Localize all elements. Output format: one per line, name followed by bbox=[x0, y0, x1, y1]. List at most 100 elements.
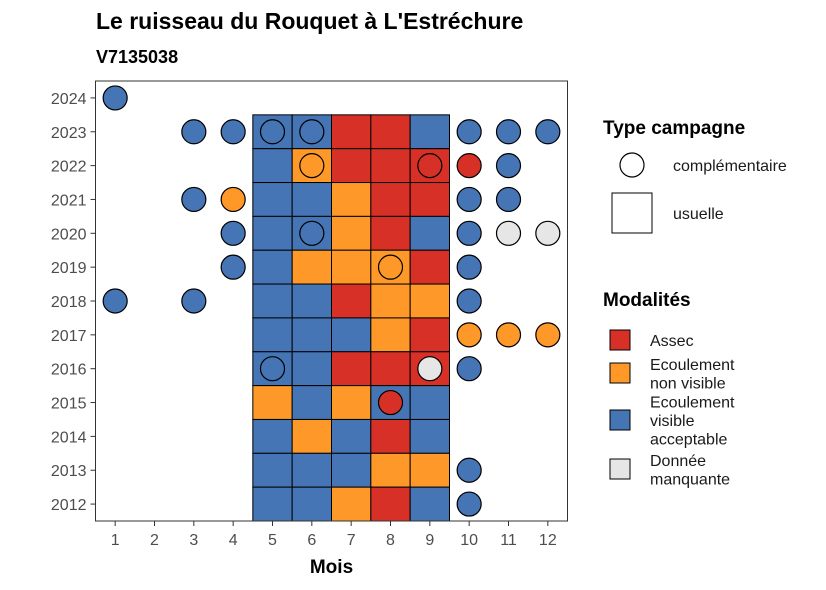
tile-2023-8 bbox=[370, 114, 411, 150]
legend-shape-label-complementaire: complémentaire bbox=[673, 158, 787, 175]
tile-2018-5 bbox=[252, 283, 293, 319]
y-tick-label-2012: 2012 bbox=[51, 497, 87, 514]
point-2023-5 bbox=[259, 119, 286, 145]
legend-fill-label-line: manquante bbox=[650, 471, 730, 488]
point-2021-3 bbox=[181, 186, 207, 213]
tile-2012-5 bbox=[252, 486, 293, 522]
tile-2017-8 bbox=[370, 317, 411, 353]
x-tick-label-11: 11 bbox=[500, 532, 517, 549]
tile-2013-5 bbox=[252, 452, 293, 488]
y-tick-label-2020: 2020 bbox=[51, 226, 87, 243]
tile-2023-7 bbox=[331, 114, 372, 150]
x-tick-label-4: 4 bbox=[229, 532, 238, 549]
tile-2014-9 bbox=[409, 418, 450, 454]
tile-2019-6 bbox=[291, 249, 332, 285]
tile-2021-8 bbox=[370, 182, 411, 217]
tile-2014-6 bbox=[291, 418, 332, 454]
tile-2014-7 bbox=[331, 418, 372, 454]
point-2022-9 bbox=[417, 153, 443, 179]
x-tick-label-2: 2 bbox=[150, 532, 159, 549]
x-tick-label-5: 5 bbox=[268, 532, 277, 549]
chart-title: Le ruisseau du Rouquet à L'Estréchure bbox=[96, 8, 523, 34]
legend-shape-complementaire bbox=[619, 152, 645, 178]
chart-subtitle: V7135038 bbox=[96, 47, 178, 67]
tile-2020-5 bbox=[252, 215, 293, 251]
point-2018-10 bbox=[456, 288, 482, 314]
legend-fill-label-line: visible bbox=[650, 413, 695, 430]
tile-2015-9 bbox=[409, 385, 450, 420]
point-2024-1 bbox=[102, 85, 128, 111]
tile-2019-9 bbox=[409, 249, 450, 285]
point-2017-11 bbox=[495, 322, 522, 348]
point-2012-10 bbox=[456, 491, 482, 517]
point-2018-1 bbox=[102, 288, 128, 314]
tile-2023-9 bbox=[409, 114, 450, 150]
tile-2014-8 bbox=[370, 418, 411, 454]
point-2022-10 bbox=[456, 153, 482, 179]
tile-2017-6 bbox=[291, 317, 332, 353]
tile-2019-5 bbox=[252, 249, 293, 285]
tile-2021-9 bbox=[409, 182, 450, 217]
tile-2014-5 bbox=[252, 418, 293, 454]
tile-2012-6 bbox=[291, 486, 332, 522]
tile-2015-7 bbox=[331, 385, 372, 420]
y-tick-label-2015: 2015 bbox=[51, 396, 87, 413]
tile-2022-7 bbox=[331, 148, 372, 184]
legend-shape-label-usuelle: usuelle bbox=[673, 206, 724, 223]
point-2023-11 bbox=[495, 119, 522, 145]
x-tick-label-1: 1 bbox=[111, 532, 120, 549]
legend-swatch-assec bbox=[609, 329, 631, 351]
point-2015-8 bbox=[377, 389, 404, 416]
tile-2013-6 bbox=[291, 452, 332, 488]
tile-2016-7 bbox=[331, 351, 372, 387]
x-tick-label-3: 3 bbox=[189, 532, 198, 549]
y-tick-label-2017: 2017 bbox=[51, 328, 87, 345]
x-tick-label-6: 6 bbox=[307, 532, 316, 549]
tile-2021-7 bbox=[331, 182, 372, 217]
legend-fill-label-line: acceptable bbox=[650, 432, 727, 449]
tile-2021-6 bbox=[291, 182, 332, 217]
point-2020-6 bbox=[299, 220, 325, 246]
x-tick-label-7: 7 bbox=[347, 532, 356, 549]
legend-fill-label-line: Ecoulement bbox=[650, 357, 735, 374]
tile-2020-9 bbox=[409, 215, 450, 251]
tile-2013-8 bbox=[370, 452, 411, 488]
tile-2013-7 bbox=[331, 452, 372, 488]
tile-2019-7 bbox=[331, 249, 372, 285]
point-2023-3 bbox=[181, 119, 207, 145]
y-tick-label-2016: 2016 bbox=[51, 362, 87, 379]
legend-swatch-ecoulement-non-visible bbox=[609, 362, 631, 384]
y-tick-label-2014: 2014 bbox=[51, 429, 87, 446]
tile-2022-5 bbox=[252, 148, 293, 184]
point-2023-10 bbox=[456, 119, 482, 145]
point-2017-12 bbox=[535, 322, 561, 348]
legend-shape-usuelle bbox=[611, 192, 653, 234]
x-tick-label-12: 12 bbox=[539, 532, 557, 549]
y-tick-label-2022: 2022 bbox=[51, 159, 87, 176]
y-tick-label-2024: 2024 bbox=[51, 91, 87, 108]
legend-fill-label-ecoulement-visible-acceptable: Ecoulement visible acceptable bbox=[650, 395, 735, 449]
point-2019-10 bbox=[456, 254, 482, 280]
tile-2016-8 bbox=[370, 351, 411, 387]
x-axis-title: Mois bbox=[310, 557, 353, 578]
tile-2020-7 bbox=[331, 215, 372, 251]
point-2021-11 bbox=[495, 186, 522, 213]
point-2016-9 bbox=[417, 356, 443, 382]
point-2023-12 bbox=[535, 119, 561, 145]
point-2019-4 bbox=[220, 254, 246, 280]
point-2020-12 bbox=[535, 220, 561, 246]
legend-fill-label-assec: Assec bbox=[650, 333, 694, 350]
tile-2012-7 bbox=[331, 486, 372, 522]
plot-area bbox=[95, 80, 568, 522]
point-2017-10 bbox=[456, 322, 482, 348]
point-2018-3 bbox=[181, 288, 207, 314]
tile-2022-8 bbox=[370, 148, 411, 184]
legend-fill-label-line: non visible bbox=[650, 375, 726, 392]
tile-2015-5 bbox=[252, 385, 293, 420]
point-2022-11 bbox=[495, 153, 522, 179]
x-tick-label-9: 9 bbox=[425, 532, 434, 549]
tile-2018-7 bbox=[331, 283, 372, 319]
x-axis: 1 2 3 4 5 6 7 8 9 10 11 12 bbox=[111, 521, 557, 549]
point-2020-11 bbox=[495, 220, 522, 246]
